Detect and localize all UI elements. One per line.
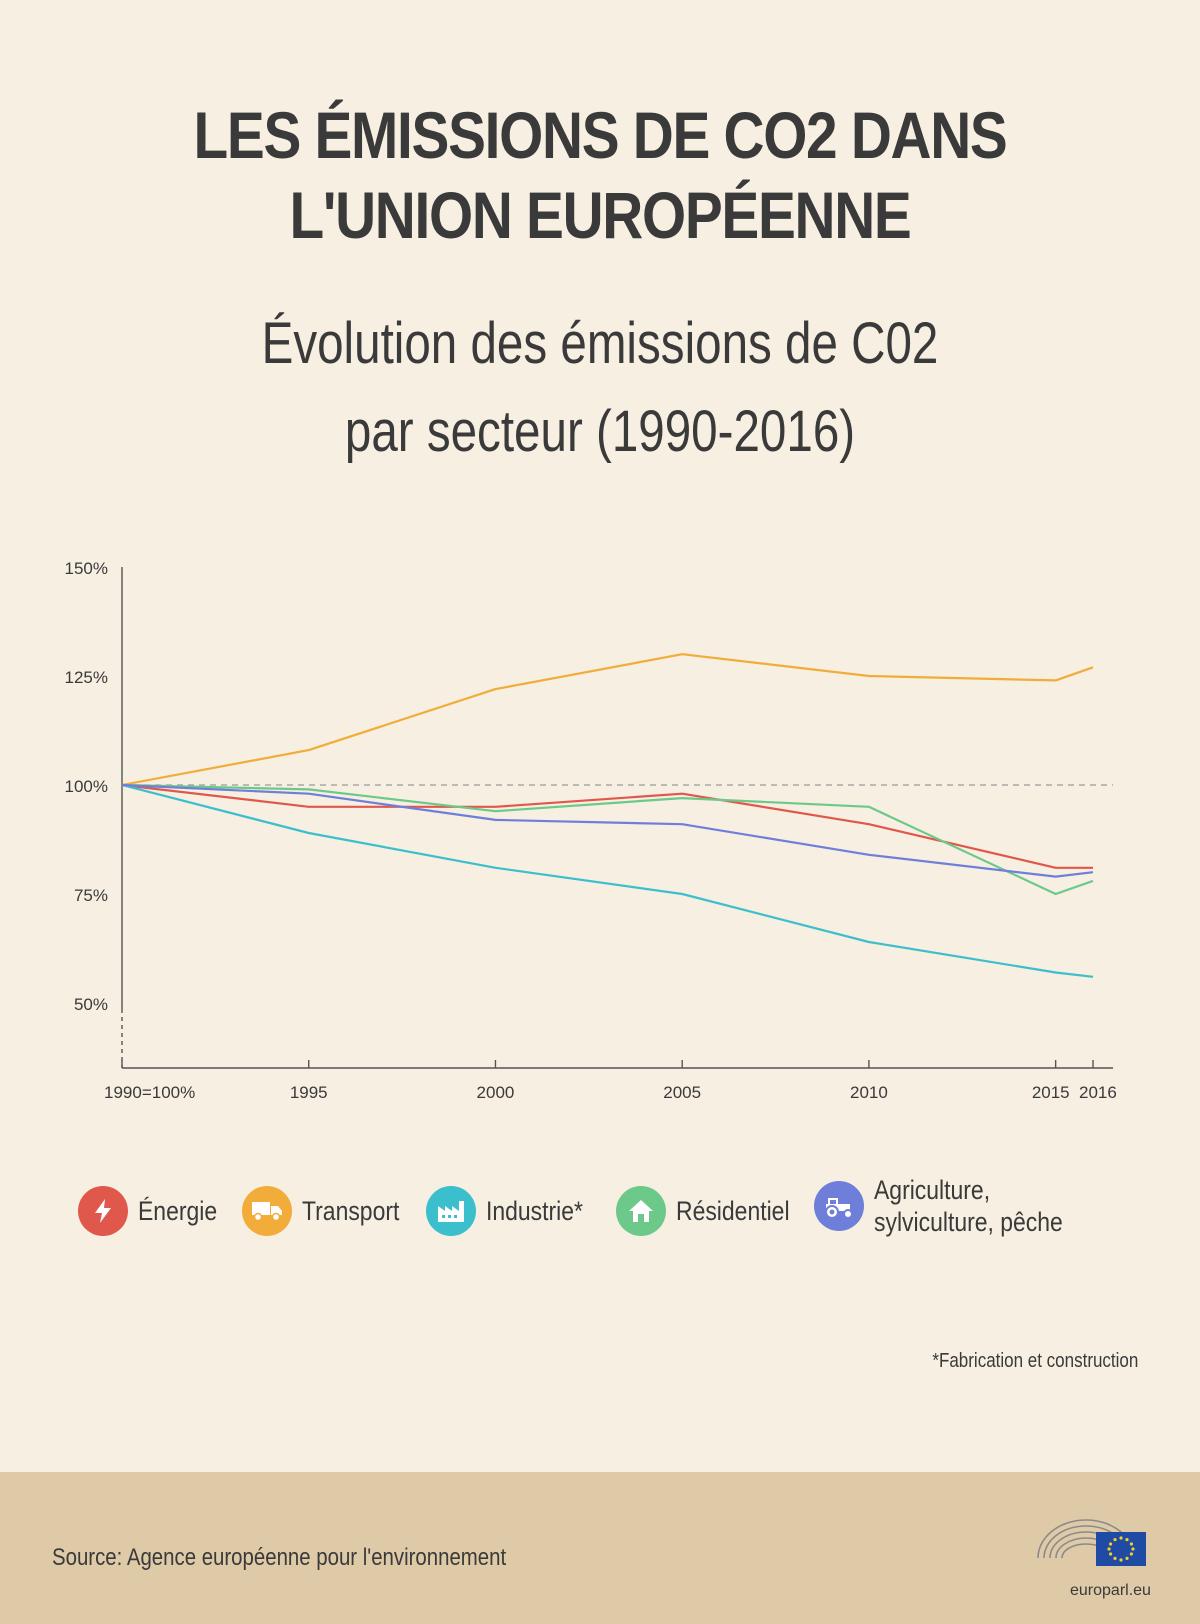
series-line-agriculture-sylviculture-pêche: [121, 783, 1094, 878]
y-tick-label: 150%: [65, 559, 108, 578]
truck-icon: [242, 1186, 292, 1236]
series-line-industrie: [121, 783, 1094, 978]
legend-item-residentiel: Résidentiel: [616, 1186, 810, 1236]
y-tick-label: 100%: [65, 777, 108, 796]
lightning-icon: [78, 1186, 128, 1236]
chart-title: LES ÉMISSIONS DE CO2 DANS L'UNION EUROPÉ…: [84, 95, 1116, 255]
y-tick-label: 75%: [74, 886, 108, 905]
legend-label: Agriculture, sylviculture, pêche: [874, 1175, 1063, 1237]
y-tick-label: 125%: [65, 668, 108, 687]
series-line-résidentiel: [121, 783, 1094, 896]
x-tick-label: 1995: [290, 1083, 328, 1102]
title-line-2: L'UNION EUROPÉENNE: [289, 178, 911, 252]
title-line-1: LES ÉMISSIONS DE CO2 DANS: [193, 98, 1007, 172]
legend-label: Énergie: [138, 1195, 218, 1226]
x-tick-label: 2015: [1032, 1083, 1070, 1102]
legend: Énergie Transport Industrie* Résidentiel…: [0, 1175, 1200, 1260]
legend-label: Transport: [302, 1195, 400, 1226]
legend-item-energie: Énergie: [78, 1186, 231, 1236]
line-chart: 50% 75% 100% 125% 150% 1990=100% 1995 2000 2005 2…: [65, 559, 1117, 1102]
footnote: *Fabrication et construction: [932, 1350, 1138, 1372]
footer: Source: Agence européenne pour l'environ…: [0, 1472, 1200, 1624]
legend-item-industrie: Industrie*: [426, 1186, 600, 1236]
chart-subtitle: Évolution des émissions de C02 par secte…: [108, 300, 1092, 476]
x-tick-label: 2000: [477, 1083, 515, 1102]
subtitle-line-2: par secteur (1990-2016): [344, 399, 856, 464]
subtitle-line-1: Évolution des émissions de C02: [261, 311, 939, 376]
legend-item-transport: Transport: [242, 1186, 417, 1236]
logo-text: europarl.eu: [1070, 1582, 1151, 1599]
tractor-icon: [814, 1181, 864, 1231]
x-tick-label: 2016: [1079, 1083, 1117, 1102]
factory-icon: [426, 1186, 476, 1236]
x-tick-label: 2005: [663, 1083, 701, 1102]
legend-label: Résidentiel: [676, 1195, 790, 1226]
legend-label: Industrie*: [486, 1195, 583, 1226]
source-text: Source: Agence européenne pour l'environ…: [52, 1544, 507, 1571]
series-line-transport: [121, 653, 1094, 787]
legend-item-agriculture: Agriculture, sylviculture, pêche: [814, 1174, 1144, 1238]
x-tick-label: 1990=100%: [104, 1083, 195, 1102]
x-tick-label: 2010: [850, 1083, 888, 1102]
series-line-énergie: [121, 783, 1093, 869]
house-icon: [616, 1186, 666, 1236]
european-parliament-logo-icon: [1037, 1519, 1146, 1566]
y-tick-label: 50%: [74, 995, 108, 1014]
